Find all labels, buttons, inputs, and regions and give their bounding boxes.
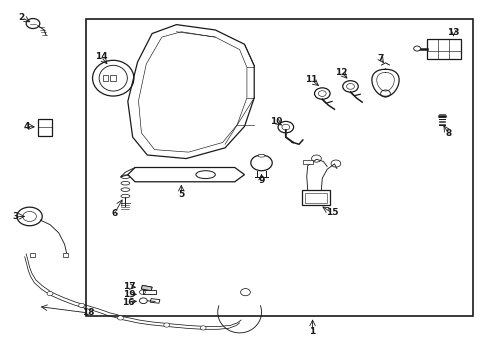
FancyBboxPatch shape [102, 75, 108, 81]
FancyBboxPatch shape [305, 193, 326, 203]
Text: 15: 15 [325, 208, 338, 217]
FancyBboxPatch shape [301, 190, 329, 205]
Text: 17: 17 [122, 282, 135, 291]
FancyBboxPatch shape [426, 39, 460, 59]
Text: 14: 14 [95, 52, 107, 61]
Circle shape [47, 292, 53, 296]
FancyBboxPatch shape [110, 75, 116, 81]
FancyBboxPatch shape [143, 290, 156, 294]
Text: 13: 13 [447, 28, 459, 37]
Ellipse shape [258, 154, 264, 157]
Circle shape [117, 316, 123, 320]
FancyBboxPatch shape [62, 253, 68, 257]
Text: 16: 16 [122, 298, 135, 307]
Circle shape [79, 303, 84, 307]
Text: 6: 6 [111, 210, 117, 219]
FancyBboxPatch shape [302, 159, 312, 164]
Text: 10: 10 [269, 117, 282, 126]
Text: 1: 1 [309, 327, 315, 336]
Text: 8: 8 [445, 129, 451, 138]
Text: 7: 7 [377, 54, 383, 63]
Text: 3: 3 [13, 212, 19, 221]
Text: 19: 19 [122, 290, 135, 299]
Text: 9: 9 [258, 176, 264, 185]
Circle shape [163, 323, 169, 327]
Polygon shape [141, 285, 152, 291]
Text: 4: 4 [23, 122, 30, 131]
Text: 5: 5 [178, 190, 184, 199]
FancyBboxPatch shape [30, 253, 35, 257]
Text: 2: 2 [19, 13, 25, 22]
Circle shape [200, 326, 205, 330]
Text: 11: 11 [305, 76, 317, 85]
Text: 12: 12 [335, 68, 347, 77]
FancyBboxPatch shape [38, 118, 52, 136]
FancyBboxPatch shape [86, 19, 472, 316]
Circle shape [413, 46, 420, 51]
Text: 18: 18 [81, 309, 94, 318]
